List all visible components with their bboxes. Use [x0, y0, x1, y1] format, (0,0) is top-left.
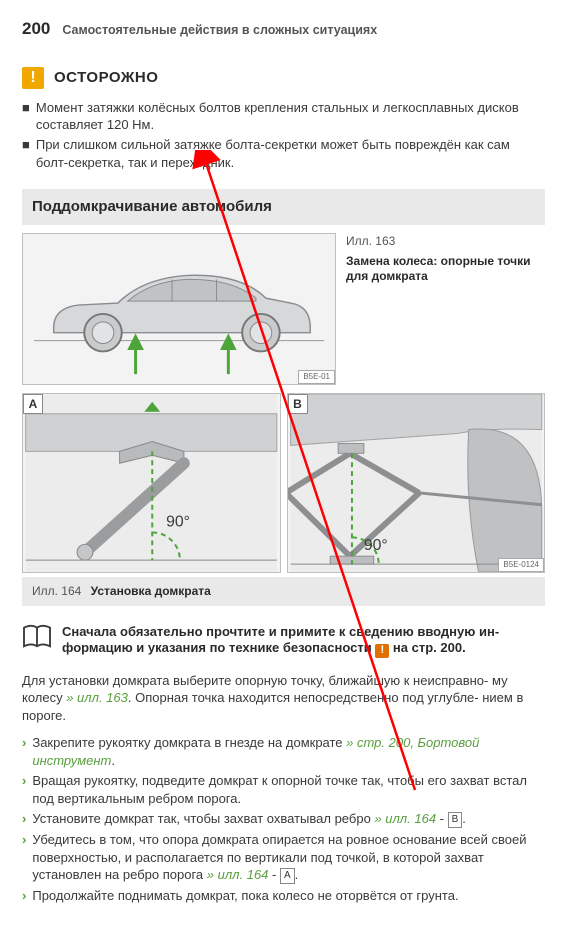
warning-title: ОСТОРОЖНО: [54, 68, 158, 88]
step-5: › Продолжайте поднимать домкрат, пока ко…: [22, 887, 545, 905]
figure-163: B5E-01: [22, 233, 336, 385]
chevron-icon: ›: [22, 887, 26, 905]
figure-164-label: Илл. 164: [32, 584, 81, 598]
warning-icon: !: [22, 67, 44, 89]
figure-164-b: B 90° B5E-0124: [287, 393, 546, 573]
page-number: 200: [22, 18, 50, 41]
figure-163-row: B5E-01 Илл. 163 Замена колеса: опорные т…: [22, 233, 545, 385]
ref-ill-163: » илл. 163: [66, 690, 128, 705]
warning-header: ! ОСТОРОЖНО: [22, 67, 545, 89]
warning-bullet-1: Момент затяжки колёсных болтов крепления…: [36, 99, 545, 134]
read-first-text: Сначала обязательно прочтите и примите к…: [62, 624, 545, 658]
chevron-icon: ›: [22, 831, 26, 884]
read-first-note: Сначала обязательно прочтите и примите к…: [22, 624, 545, 658]
step-list: › Закрепите рукоятку домкрата в гнезде н…: [22, 734, 545, 904]
ref-p200: » стр. 200: [346, 735, 410, 750]
figure-164-row: A 90° B: [22, 393, 545, 573]
step-3: › Установите домкрат так, чтобы захват о…: [22, 810, 545, 828]
warning-bullets: ■Момент затяжки колёсных болтов креплени…: [22, 99, 545, 171]
figure-164-a: A 90°: [22, 393, 281, 573]
step-4: › Убедитесь в том, что опора домкрата оп…: [22, 831, 545, 884]
inline-warning-icon: !: [375, 644, 389, 658]
angle-text-b: 90°: [363, 538, 387, 555]
ref-ill-164-b: » илл. 164: [374, 811, 436, 826]
box-letter-b: B: [448, 812, 463, 828]
figure-163-label: Илл. 163: [346, 233, 545, 249]
figure-163-caption-text: Замена колеса: опорные точки для домкрат…: [346, 254, 545, 285]
breadcrumb: Самостоятельные действия в сложных ситуа…: [62, 22, 377, 39]
figure-163-caption: Илл. 163 Замена колеса: опорные точки дл…: [346, 233, 545, 385]
warning-bullet-2: При слишком сильной затяжке болта-секрет…: [36, 136, 545, 171]
figure-164-a-label: A: [23, 394, 43, 414]
ref-ill-164-a: » илл. 164: [207, 867, 269, 882]
section-title: Поддомкрачивание автомобиля: [22, 189, 545, 225]
intro-paragraph: Для установки домкрата выберите опорную …: [22, 672, 545, 725]
angle-text-a: 90°: [166, 514, 190, 531]
figure-164-caption-text: Установка домкрата: [91, 584, 211, 598]
chevron-icon: ›: [22, 810, 26, 828]
car-illustration: [23, 234, 335, 384]
box-letter-a: A: [280, 868, 295, 884]
figure-164-code: B5E-0124: [498, 558, 544, 573]
book-icon: [22, 624, 52, 655]
step-2: › Вращая рукоятку, подведите домкрат к о…: [22, 772, 545, 807]
figure-164-caption: Илл. 164 Установка домкрата: [22, 577, 545, 605]
chevron-icon: ›: [22, 772, 26, 807]
figure-163-code: B5E-01: [298, 370, 335, 385]
step-1: › Закрепите рукоятку домкрата в гнезде н…: [22, 734, 545, 769]
chevron-icon: ›: [22, 734, 26, 769]
figure-164-b-label: B: [288, 394, 308, 414]
page-header: 200 Самостоятельные действия в сложных с…: [22, 18, 545, 41]
